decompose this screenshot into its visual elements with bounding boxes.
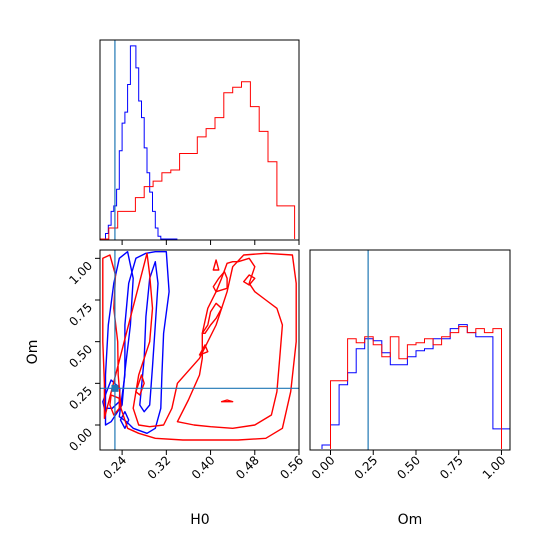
x-axis-label-om: Om — [398, 512, 423, 528]
h0-histogram-blue — [100, 45, 178, 240]
contour-red-3 — [176, 257, 284, 429]
om-marginal-series — [321, 324, 511, 449]
contour-red-9 — [220, 399, 234, 403]
contour-red-7 — [212, 259, 220, 271]
h0-histogram-red — [100, 81, 296, 240]
contour-truth-marker — [111, 384, 119, 392]
om-marginal-x-ticks: 0.00 0.25 0.50 0.75 1.00 — [309, 450, 509, 482]
contour-red-8 — [198, 344, 209, 356]
h0-marginal-frame — [99, 39, 300, 241]
h0-marginal-panel — [99, 39, 300, 245]
contour-blue-1 — [118, 251, 170, 434]
h0-marginal-ticks — [121, 240, 300, 245]
contour-truth-lines — [100, 250, 299, 450]
om-histogram-red — [330, 326, 502, 449]
contour-frame — [99, 249, 300, 451]
contour-red-2 — [135, 374, 145, 396]
om-marginal-panel: 0.00 0.25 0.50 0.75 1.00 Om — [309, 249, 511, 528]
contour-red-4 — [201, 302, 223, 334]
om-marginal-frame — [309, 249, 511, 451]
contour-red-1 — [109, 394, 120, 416]
x-axis-label-h0: H0 — [190, 512, 209, 528]
contour-blue-2 — [139, 261, 159, 413]
h0-marginal-series — [100, 45, 296, 240]
y-axis-label-om: Om — [25, 340, 41, 365]
contour-red-6 — [243, 274, 256, 286]
contour-red-5 — [212, 271, 228, 293]
